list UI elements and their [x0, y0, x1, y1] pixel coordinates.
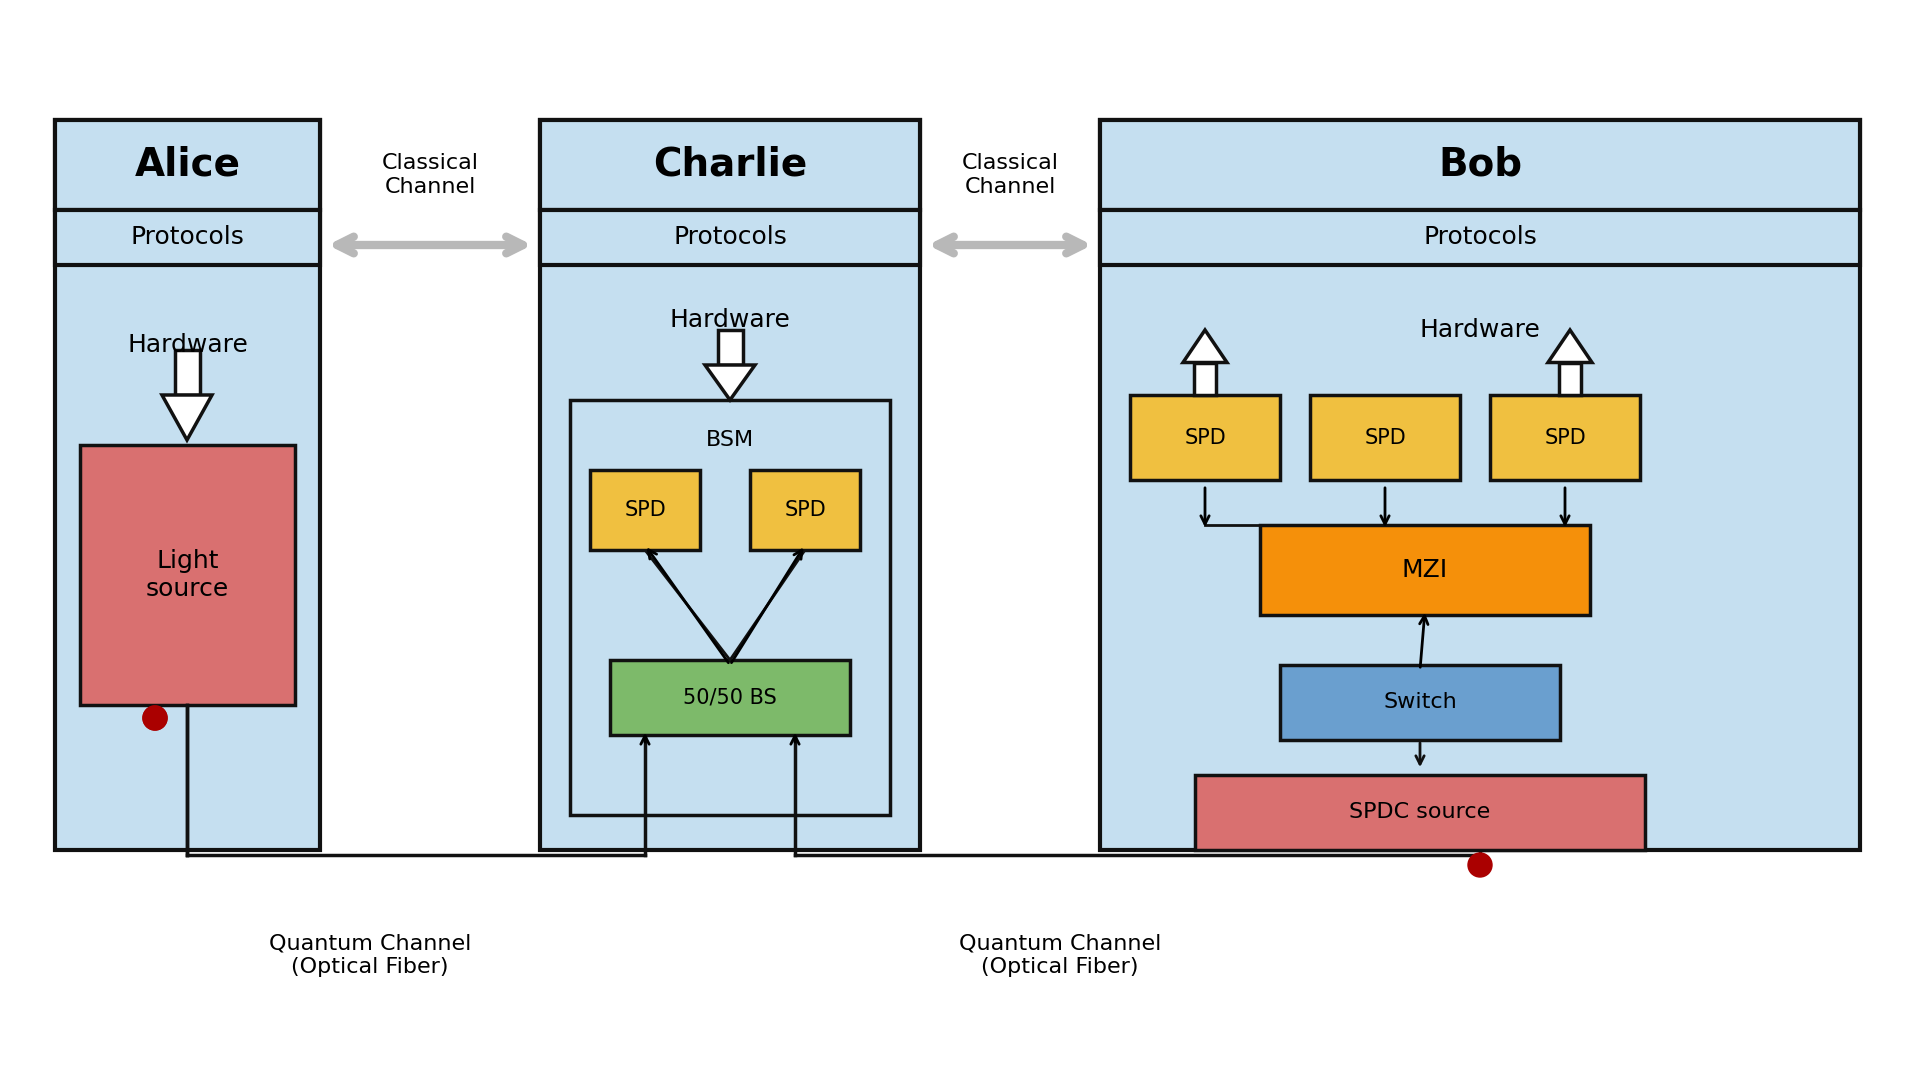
Bar: [56, 120, 321, 850]
Text: SPD: SPD: [1544, 428, 1586, 447]
Bar: [540, 120, 920, 850]
Bar: [589, 470, 701, 550]
Text: Protocols: Protocols: [131, 226, 244, 249]
Text: SPD: SPD: [624, 500, 666, 519]
Polygon shape: [1548, 330, 1592, 363]
Text: MZI: MZI: [1402, 558, 1448, 582]
Text: Quantum Channel
(Optical Fiber): Quantum Channel (Optical Fiber): [958, 933, 1162, 976]
Bar: [1309, 395, 1459, 480]
Bar: [1194, 363, 1215, 395]
Bar: [540, 120, 920, 210]
Bar: [751, 470, 860, 550]
Bar: [56, 120, 321, 210]
Bar: [1194, 775, 1645, 850]
Text: Quantum Channel
(Optical Fiber): Quantum Channel (Optical Fiber): [269, 933, 470, 976]
Text: 50/50 BS: 50/50 BS: [684, 688, 778, 707]
Bar: [540, 210, 920, 265]
Circle shape: [1469, 853, 1492, 877]
Text: Bob: Bob: [1438, 146, 1523, 184]
Bar: [1100, 120, 1860, 850]
Text: SPD: SPD: [783, 500, 826, 519]
Text: Protocols: Protocols: [674, 226, 787, 249]
Polygon shape: [705, 365, 755, 400]
Text: Charlie: Charlie: [653, 146, 806, 184]
Bar: [1559, 363, 1580, 395]
Text: SPDC source: SPDC source: [1350, 802, 1490, 823]
Text: SPD: SPD: [1185, 428, 1225, 447]
Text: Switch: Switch: [1382, 692, 1457, 713]
Polygon shape: [1183, 330, 1227, 363]
Bar: [718, 330, 743, 365]
Circle shape: [142, 706, 167, 730]
Bar: [81, 445, 296, 705]
Bar: [1100, 120, 1860, 210]
Text: Hardware: Hardware: [127, 333, 248, 357]
Text: Classical
Channel: Classical Channel: [962, 153, 1058, 197]
Text: Hardware: Hardware: [1419, 318, 1540, 342]
Text: Protocols: Protocols: [1423, 226, 1536, 249]
Text: Classical
Channel: Classical Channel: [382, 153, 478, 197]
Circle shape: [142, 706, 167, 730]
Bar: [611, 660, 851, 735]
Text: Alice: Alice: [134, 146, 240, 184]
Text: Light
source: Light source: [146, 549, 228, 600]
Polygon shape: [161, 395, 211, 440]
Text: BSM: BSM: [707, 430, 755, 450]
Bar: [1100, 210, 1860, 265]
Bar: [175, 350, 200, 395]
Bar: [56, 210, 321, 265]
Bar: [570, 400, 891, 815]
Bar: [1281, 665, 1559, 740]
Text: SPD: SPD: [1363, 428, 1405, 447]
Bar: [1260, 525, 1590, 615]
Bar: [1490, 395, 1640, 480]
Text: Hardware: Hardware: [670, 308, 791, 332]
Bar: [1131, 395, 1281, 480]
